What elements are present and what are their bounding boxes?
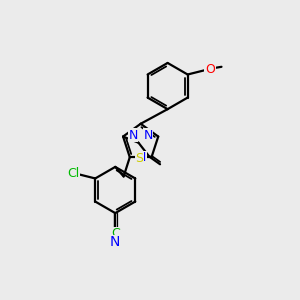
Text: N: N xyxy=(137,152,146,164)
Text: N: N xyxy=(110,236,120,249)
Text: N: N xyxy=(143,128,153,142)
Text: Cl: Cl xyxy=(67,167,79,180)
Text: N: N xyxy=(128,128,138,142)
Text: O: O xyxy=(205,63,215,76)
Text: S: S xyxy=(135,152,143,165)
Text: C: C xyxy=(111,227,120,240)
